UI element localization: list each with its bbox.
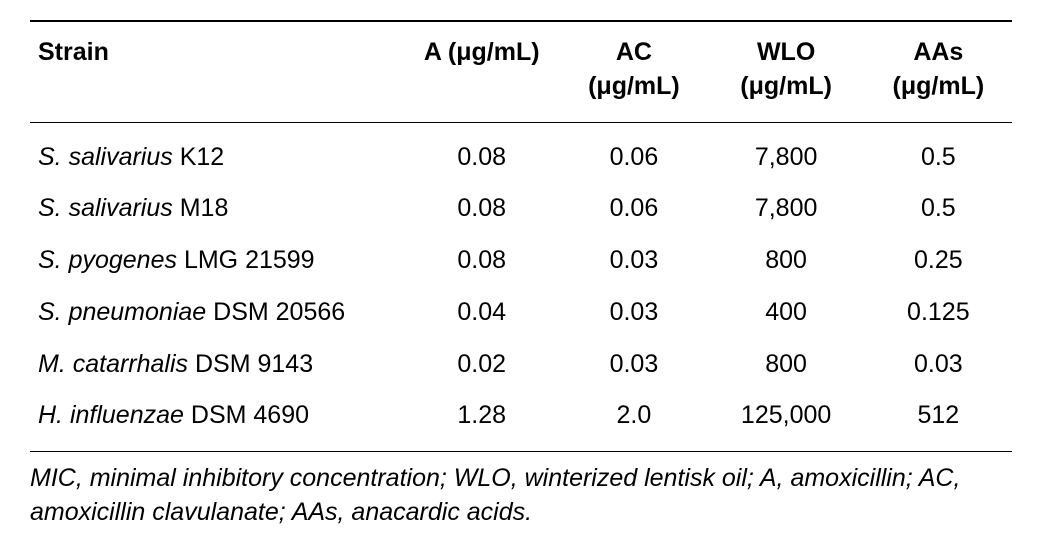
cell-a: 0.02 (403, 339, 560, 391)
cell-a: 0.04 (403, 287, 560, 339)
cell-wlo: 7,800 (708, 122, 865, 183)
strain-genus: S. pneumoniae (38, 298, 206, 326)
header-ac-line1: AC (616, 38, 652, 66)
mic-table: Strain A (μg/mL) AC (μg/mL) WLO (μg/mL) … (30, 20, 1012, 452)
footnote: MIC, minimal inhibitory concentration; W… (30, 452, 1012, 530)
cell-wlo: 800 (708, 339, 865, 391)
strain-rest: LMG 21599 (177, 246, 315, 274)
header-aas: AAs (μg/mL) (865, 21, 1012, 122)
header-aas-line1: AAs (913, 38, 963, 66)
cell-strain: H. influenzae DSM 4690 (30, 390, 403, 451)
table-body: S. salivarius K120.080.067,8000.5S. sali… (30, 122, 1012, 452)
cell-ac: 0.03 (560, 339, 707, 391)
cell-wlo: 400 (708, 287, 865, 339)
cell-wlo: 7,800 (708, 183, 865, 235)
cell-aas: 0.5 (865, 122, 1012, 183)
cell-wlo: 800 (708, 235, 865, 287)
cell-a: 0.08 (403, 183, 560, 235)
cell-ac: 0.03 (560, 287, 707, 339)
cell-strain: S. pyogenes LMG 21599 (30, 235, 403, 287)
header-wlo-line1: WLO (757, 38, 815, 66)
table-row: S. salivarius K120.080.067,8000.5 (30, 122, 1012, 183)
strain-genus: S. pyogenes (38, 246, 177, 274)
cell-aas: 0.03 (865, 339, 1012, 391)
cell-aas: 0.125 (865, 287, 1012, 339)
mu-glyph: μ (456, 38, 471, 66)
cell-a: 1.28 (403, 390, 560, 451)
table-row: M. catarrhalis DSM 91430.020.038000.03 (30, 339, 1012, 391)
strain-rest: DSM 20566 (206, 298, 345, 326)
cell-strain: S. salivarius M18 (30, 183, 403, 235)
cell-ac: 0.03 (560, 235, 707, 287)
header-a-prefix: A ( (424, 38, 456, 66)
table-row: S. pneumoniae DSM 205660.040.034000.125 (30, 287, 1012, 339)
mu-glyph: μ (749, 72, 764, 100)
cell-aas: 512 (865, 390, 1012, 451)
strain-rest: M18 (173, 194, 229, 222)
header-a-suffix: g/mL) (472, 38, 540, 66)
header-aas-close: g/mL) (916, 72, 984, 100)
cell-aas: 0.25 (865, 235, 1012, 287)
cell-wlo: 125,000 (708, 390, 865, 451)
strain-genus: S. salivarius (38, 194, 173, 222)
table-row: S. pyogenes LMG 215990.080.038000.25 (30, 235, 1012, 287)
cell-ac: 2.0 (560, 390, 707, 451)
cell-strain: S. salivarius K12 (30, 122, 403, 183)
header-strain: Strain (30, 21, 403, 122)
header-wlo-open: ( (740, 72, 748, 100)
header-row: Strain A (μg/mL) AC (μg/mL) WLO (μg/mL) … (30, 21, 1012, 122)
mu-glyph: μ (901, 72, 916, 100)
header-ac-close: g/mL) (612, 72, 680, 100)
strain-rest: K12 (173, 143, 224, 171)
table-row: S. salivarius M180.080.067,8000.5 (30, 183, 1012, 235)
strain-rest: DSM 9143 (188, 350, 313, 378)
cell-a: 0.08 (403, 235, 560, 287)
cell-ac: 0.06 (560, 122, 707, 183)
cell-strain: M. catarrhalis DSM 9143 (30, 339, 403, 391)
strain-genus: H. influenzae (38, 401, 184, 429)
header-wlo-close: g/mL) (764, 72, 832, 100)
table-row: H. influenzae DSM 46901.282.0125,000512 (30, 390, 1012, 451)
header-a: A (μg/mL) (403, 21, 560, 122)
mu-glyph: μ (596, 72, 611, 100)
strain-rest: DSM 4690 (184, 401, 309, 429)
header-ac: AC (μg/mL) (560, 21, 707, 122)
header-wlo: WLO (μg/mL) (708, 21, 865, 122)
cell-strain: S. pneumoniae DSM 20566 (30, 287, 403, 339)
cell-aas: 0.5 (865, 183, 1012, 235)
strain-genus: M. catarrhalis (38, 350, 188, 378)
strain-genus: S. salivarius (38, 143, 173, 171)
cell-a: 0.08 (403, 122, 560, 183)
header-aas-open: ( (893, 72, 901, 100)
cell-ac: 0.06 (560, 183, 707, 235)
